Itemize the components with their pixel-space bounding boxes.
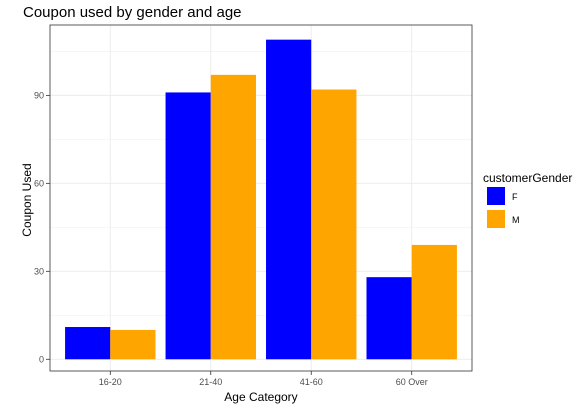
bar-f-41-60: [266, 39, 312, 360]
bar-m-60-over: [411, 244, 457, 360]
legend-key-m: [487, 210, 505, 228]
bar-m-41-60: [311, 89, 357, 360]
bar-f-60-over: [366, 277, 412, 360]
y-axis: 0 30 60 90: [34, 90, 50, 364]
bar-m-16-20: [110, 329, 156, 360]
x-tick-label: 60 Over: [396, 377, 428, 387]
legend: customerGender FM: [483, 171, 572, 228]
bar-f-16-20: [65, 327, 111, 360]
y-tick-label: 30: [34, 266, 44, 276]
legend-label-m: M: [512, 215, 520, 225]
legend-title: customerGender: [483, 171, 572, 185]
legend-label-f: F: [512, 192, 518, 202]
x-tick-label: 16-20: [99, 377, 122, 387]
bar-m-21-40: [210, 74, 256, 360]
plot-panel: [49, 24, 473, 372]
y-tick-label: 90: [34, 90, 44, 100]
x-axis-title: Age Category: [224, 390, 297, 404]
chart-title: Coupon used by gender and age: [23, 4, 242, 21]
panel-border: [49, 24, 473, 372]
legend-items: FM: [487, 187, 520, 228]
y-tick-label: 0: [39, 354, 44, 364]
x-tick-label: 41-60: [300, 377, 323, 387]
y-tick-label: 60: [34, 178, 44, 188]
x-tick-label: 21-40: [199, 377, 222, 387]
bar-f-21-40: [165, 92, 211, 360]
y-axis-title: Coupon Used: [20, 163, 34, 236]
bars: [65, 39, 457, 360]
x-axis: 16-20 21-40 41-60 60 Over: [99, 371, 428, 387]
legend-key-f: [487, 187, 505, 205]
